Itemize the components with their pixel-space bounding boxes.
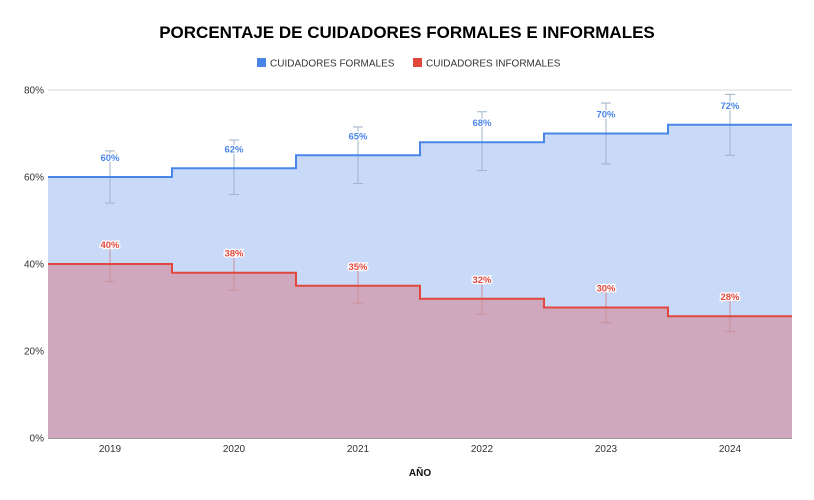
data-label: 70% xyxy=(596,110,616,121)
x-tick-label: 2024 xyxy=(719,444,742,455)
legend-label: CUIDADORES INFORMALES xyxy=(426,59,561,70)
data-labels: 60% 62% 65% 68% 70% 72% 40% 38% 35% 32% 30% 28% xyxy=(99,100,741,305)
x-tick-label: 2021 xyxy=(347,444,370,455)
data-label: 68% xyxy=(472,118,492,129)
data-label: 35% xyxy=(348,262,368,273)
x-tick-label: 2023 xyxy=(595,444,618,455)
data-label: 60% xyxy=(100,153,120,164)
data-label: 30% xyxy=(596,284,616,295)
x-tick-label: 2020 xyxy=(223,444,246,455)
x-tick-label: 2022 xyxy=(471,444,494,455)
y-tick-label: 0% xyxy=(30,434,45,445)
series-line-informales xyxy=(48,263,792,318)
error-bars xyxy=(105,93,735,332)
legend-item-informales[interactable]: CUIDADORES INFORMALES xyxy=(413,58,561,70)
data-label: 32% xyxy=(472,275,492,286)
legend-item-formales[interactable]: CUIDADORES FORMALES xyxy=(257,58,395,70)
x-tick-label: 2019 xyxy=(99,444,122,455)
data-label: 65% xyxy=(348,131,368,142)
legend-swatch xyxy=(257,58,266,67)
y-tick-label: 60% xyxy=(24,173,44,184)
data-label: 72% xyxy=(720,101,740,112)
series-lines xyxy=(48,123,792,318)
legend[interactable]: CUIDADORES FORMALES CUIDADORES INFORMALES xyxy=(257,58,561,70)
series-line-formales xyxy=(48,123,792,178)
y-tick-label: 20% xyxy=(24,347,44,358)
data-label: 40% xyxy=(100,240,120,251)
data-label: 62% xyxy=(224,144,244,155)
x-axis-title: AÑO xyxy=(409,466,431,479)
y-tick-label: 40% xyxy=(24,260,44,271)
data-label: 28% xyxy=(720,292,740,303)
chart-title: PORCENTAJE DE CUIDADORES FORMALES E INFO… xyxy=(159,23,655,42)
legend-swatch xyxy=(413,58,422,67)
legend-label: CUIDADORES FORMALES xyxy=(270,59,395,70)
data-label: 38% xyxy=(224,249,244,260)
axes: 0% 20% 40% 60% 80% 2019 2020 2021 2022 2023 2024 xyxy=(24,86,742,456)
y-tick-label: 80% xyxy=(24,86,44,97)
